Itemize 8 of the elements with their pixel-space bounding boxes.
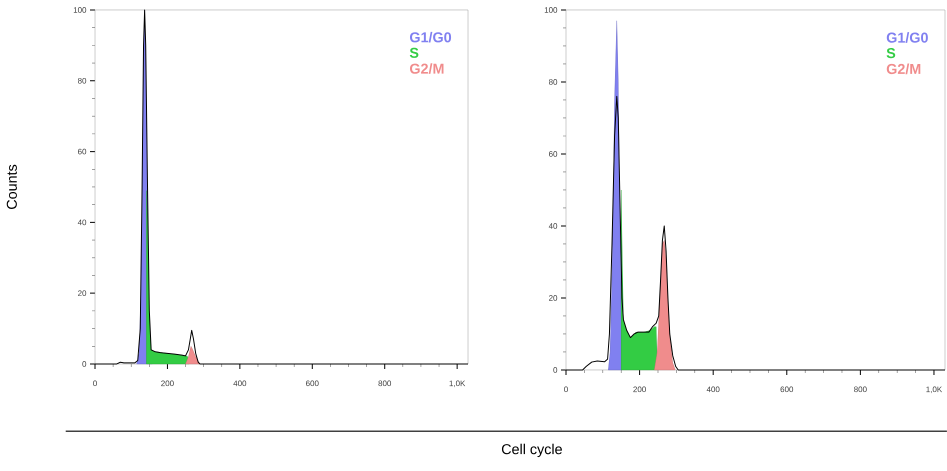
text: G2/M	[886, 64, 920, 74]
text: G1/G0	[410, 32, 452, 43]
y-axis-title: Counts	[6, 164, 17, 209]
text: G2/M	[410, 63, 444, 74]
text: S	[886, 48, 896, 58]
text: G1/G0	[886, 32, 928, 43]
x-axis-title: Cell cycle	[502, 444, 562, 458]
text: S	[410, 48, 418, 58]
